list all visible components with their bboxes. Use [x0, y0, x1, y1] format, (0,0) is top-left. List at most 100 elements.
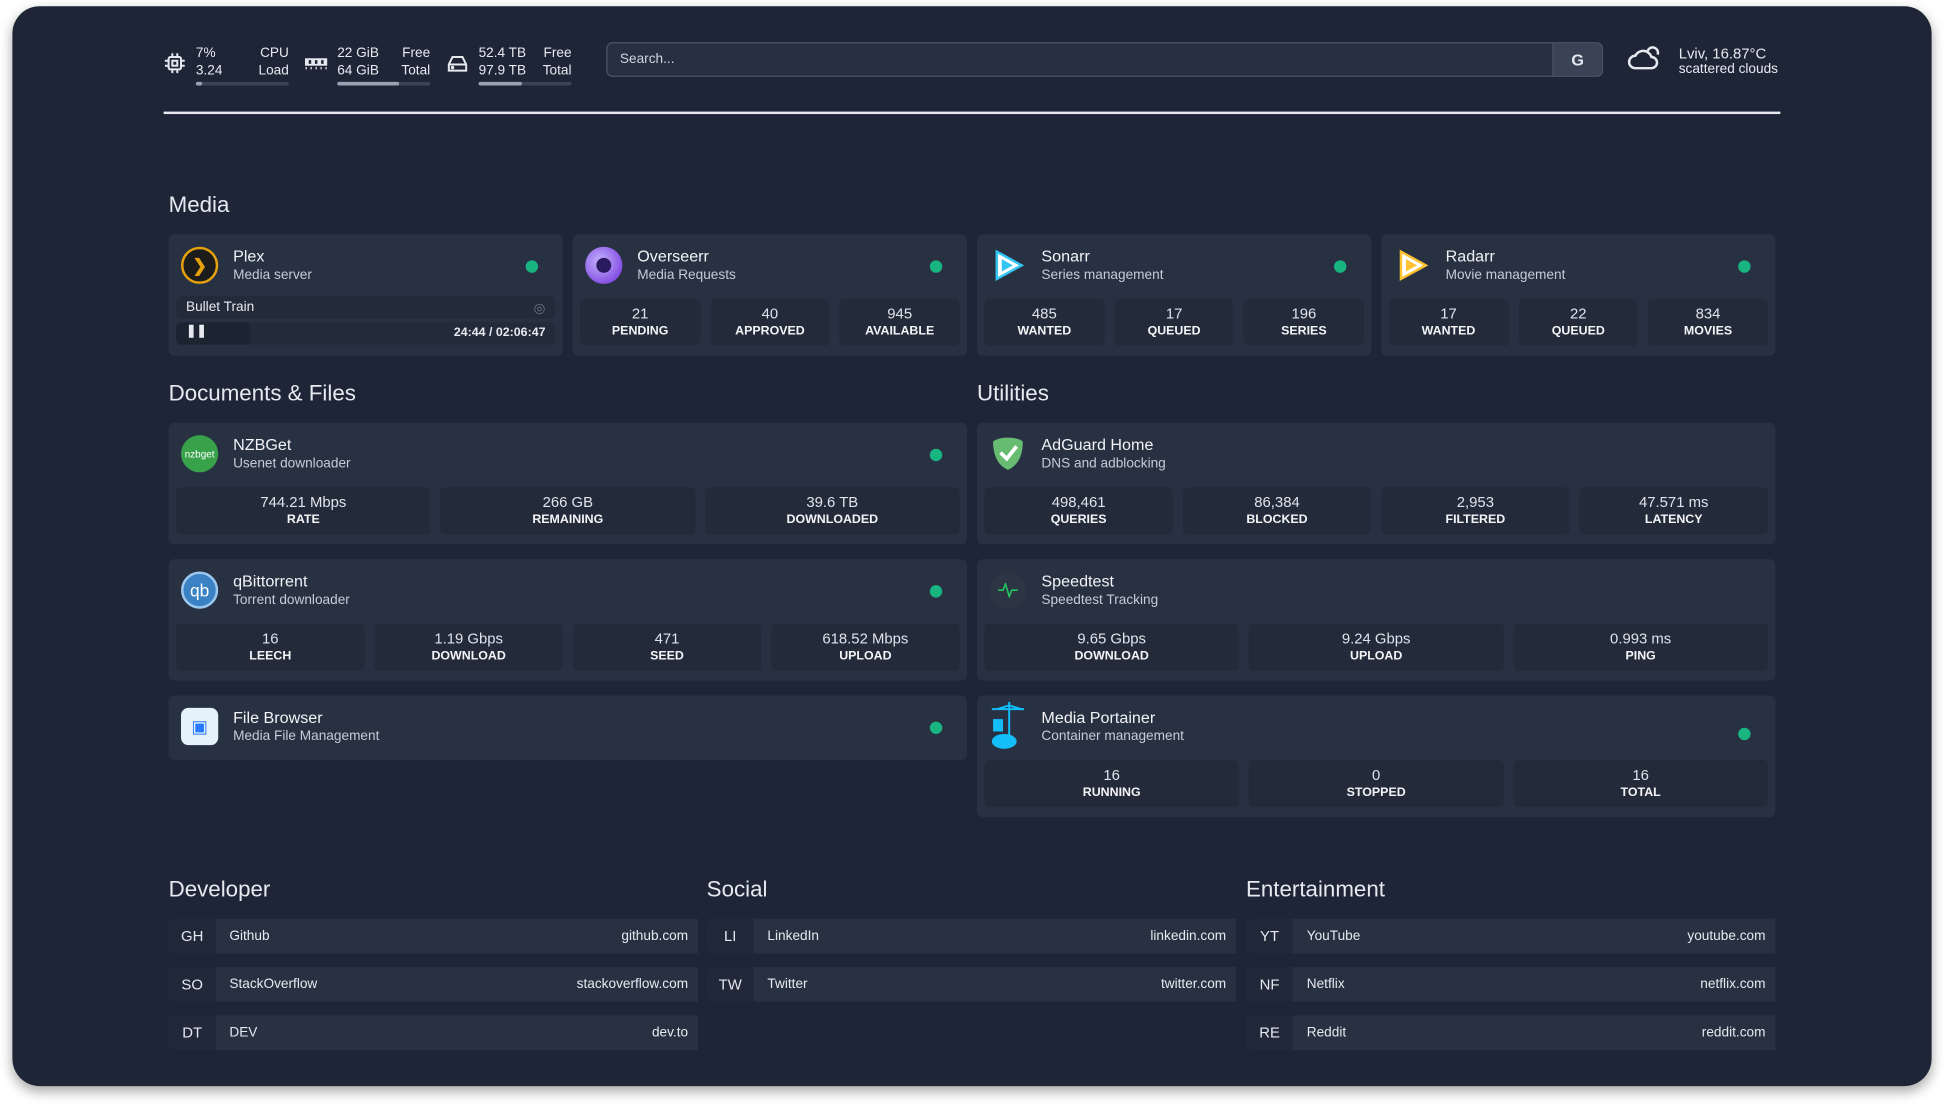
- bookmark-twitter[interactable]: TW Twitter twitter.com: [706, 967, 1237, 1002]
- bookmark-url: twitter.com: [1160, 976, 1227, 992]
- disk-bar: [478, 81, 572, 86]
- stat-value: 498,461: [1051, 493, 1106, 511]
- stat-label: RUNNING: [1082, 786, 1141, 800]
- stat-block: 2,953 FILTERED: [1381, 487, 1570, 535]
- stat-block: 21 PENDING: [580, 298, 701, 346]
- overseerr-card[interactable]: Overseerr Media Requests 21 PENDING 40 APPROV…: [572, 234, 968, 356]
- free-label: Free: [402, 45, 431, 61]
- service-name: Overseerr: [637, 246, 709, 265]
- bookmark-abbr: GH: [168, 918, 216, 954]
- free-label: Free: [543, 45, 572, 61]
- stat-label: MOVIES: [1683, 324, 1733, 339]
- stat-block: 9.65 Gbps DOWNLOAD: [984, 623, 1239, 671]
- bookmark-abbr: NF: [1245, 967, 1294, 1002]
- bookmark-stackoverflow[interactable]: SO StackOverflow stackoverflow.com: [168, 967, 699, 1002]
- service-desc: Media Requests: [637, 267, 736, 283]
- stat-label: QUEUED: [1147, 324, 1201, 339]
- stat-label: APPROVED: [735, 324, 805, 339]
- weather-condition: scattered clouds: [1678, 61, 1779, 77]
- service-name: Plex: [233, 246, 265, 265]
- pause-icon[interactable]: ❚❚: [185, 324, 207, 339]
- total-label: Total: [542, 63, 572, 79]
- bookmark-abbr: YT: [1245, 918, 1294, 954]
- media-portainer-card[interactable]: Media Portainer Container management 16 RUN…: [976, 695, 1776, 818]
- file-browser-card[interactable]: ▣ File Browser Media File Management: [168, 695, 968, 760]
- qbittorrent-card[interactable]: qb qBittorrent Torrent downloader 16 LEECH 1.…: [168, 559, 968, 681]
- plex-card[interactable]: ❯ Plex Media server Bullet Train ◎ ❚❚ 24:4…: [168, 234, 563, 356]
- service-name: qBittorrent: [233, 570, 308, 590]
- stat-block: 86,384 BLOCKED: [1182, 487, 1372, 535]
- stat-label: FILTERED: [1445, 513, 1506, 527]
- bookmark-url: netflix.com: [1700, 976, 1766, 992]
- stat-value: 485: [1031, 304, 1057, 323]
- stat-block: 22 QUEUED: [1518, 298, 1639, 346]
- stat-value: 16: [1103, 766, 1120, 784]
- bookmark-linkedin[interactable]: LI LinkedIn linkedin.com: [706, 918, 1237, 954]
- bookmark-abbr: RE: [1245, 1015, 1294, 1051]
- status-dot: [1738, 260, 1751, 273]
- service-name: Radarr: [1445, 246, 1495, 265]
- status-dot: [525, 260, 539, 273]
- cpu-label: CPU: [260, 45, 289, 61]
- stat-label: RATE: [286, 513, 320, 527]
- portainer-icon: [989, 701, 1026, 749]
- bookmark-reddit[interactable]: RE Reddit reddit.com: [1245, 1015, 1776, 1051]
- bookmark-name: Github: [229, 928, 270, 944]
- bookmark-name: YouTube: [1306, 928, 1361, 944]
- stat-block: 16 LEECH: [176, 623, 365, 671]
- divider: [163, 111, 1781, 115]
- stat-label: UPLOAD: [839, 649, 892, 664]
- dashboard-window: 7% CPU 3.24 Load 22 GiB Free 64 GiB Total 52.4…: [12, 6, 1932, 1087]
- radarr-card[interactable]: Radarr Movie management 17 WANTED 22 QUEUED 83…: [1381, 234, 1776, 356]
- stat-block: 0 STOPPED: [1248, 759, 1504, 808]
- memory-widget: 22 GiB Free 64 GiB Total: [304, 45, 431, 86]
- speedtest-card[interactable]: Speedtest Speedtest Tracking 9.65 Gbps DOWN…: [976, 559, 1776, 681]
- bookmark-dev[interactable]: DT DEV dev.to: [168, 1015, 699, 1051]
- stat-block: 834 MOVIES: [1648, 298, 1768, 346]
- disk-widget: 52.4 TB Free 97.9 TB Total: [446, 45, 572, 86]
- bookmark-url: linkedin.com: [1150, 928, 1227, 944]
- stat-block: 1.19 Gbps DOWNLOAD: [374, 623, 563, 671]
- stat-label: UPLOAD: [1349, 649, 1403, 664]
- qbittorrent-icon: qb: [181, 571, 219, 609]
- disk-free: 52.4 TB: [478, 45, 527, 61]
- stat-label: BLOCKED: [1246, 513, 1308, 527]
- stat-block: 945 AVAILABLE: [839, 298, 960, 346]
- disk-total: 97.9 TB: [478, 63, 527, 79]
- playback-progress[interactable]: ❚❚ 24:44 / 02:06:47: [176, 322, 556, 345]
- search-provider-button[interactable]: G: [1552, 43, 1602, 76]
- bookmark-github[interactable]: GH Github github.com: [168, 918, 699, 954]
- sonarr-card[interactable]: Sonarr Series management 485 WANTED 17 QUEUED…: [976, 234, 1372, 356]
- stat-label: TOTAL: [1620, 786, 1661, 800]
- service-desc: Usenet downloader: [233, 455, 351, 471]
- stat-value: 22: [1569, 304, 1587, 323]
- stat-label: DOWNLOAD: [1074, 649, 1149, 664]
- search-input[interactable]: [607, 43, 1553, 76]
- cpu-icon: [164, 52, 186, 74]
- stat-value: 9.65 Gbps: [1077, 629, 1147, 648]
- stat-value: 17: [1440, 304, 1457, 323]
- bookmark-url: github.com: [621, 928, 689, 944]
- section-developer: Developer: [168, 876, 271, 902]
- stat-label: SERIES: [1281, 324, 1327, 339]
- adguard-home-card[interactable]: AdGuard Home DNS and adblocking 498,461 QUE…: [976, 422, 1776, 545]
- bookmark-youtube[interactable]: YT YouTube youtube.com: [1245, 918, 1776, 954]
- stat-label: WANTED: [1421, 324, 1476, 339]
- service-desc: Container management: [1041, 728, 1184, 744]
- total-label: Total: [401, 63, 431, 79]
- status-dot: [929, 448, 943, 462]
- stat-label: WANTED: [1017, 324, 1072, 339]
- bookmark-url: reddit.com: [1701, 1025, 1766, 1041]
- service-desc: Torrent downloader: [233, 592, 350, 607]
- stat-block: 17 WANTED: [1388, 298, 1509, 346]
- stat-block: 0.993 ms PING: [1513, 623, 1768, 671]
- section-utilities: Utilities: [976, 380, 1049, 406]
- stat-value: 471: [654, 629, 680, 648]
- stat-value: 9.24 Gbps: [1341, 629, 1411, 648]
- stat-block: 485 WANTED: [984, 298, 1105, 346]
- bookmark-netflix[interactable]: NF Netflix netflix.com: [1245, 967, 1776, 1002]
- memory-icon: [304, 52, 328, 74]
- nzbget-card[interactable]: nzbget NZBGet Usenet downloader 744.21 Mbps…: [168, 422, 968, 545]
- service-name: NZBGet: [233, 434, 292, 454]
- stat-block: 9.24 Gbps UPLOAD: [1248, 623, 1504, 671]
